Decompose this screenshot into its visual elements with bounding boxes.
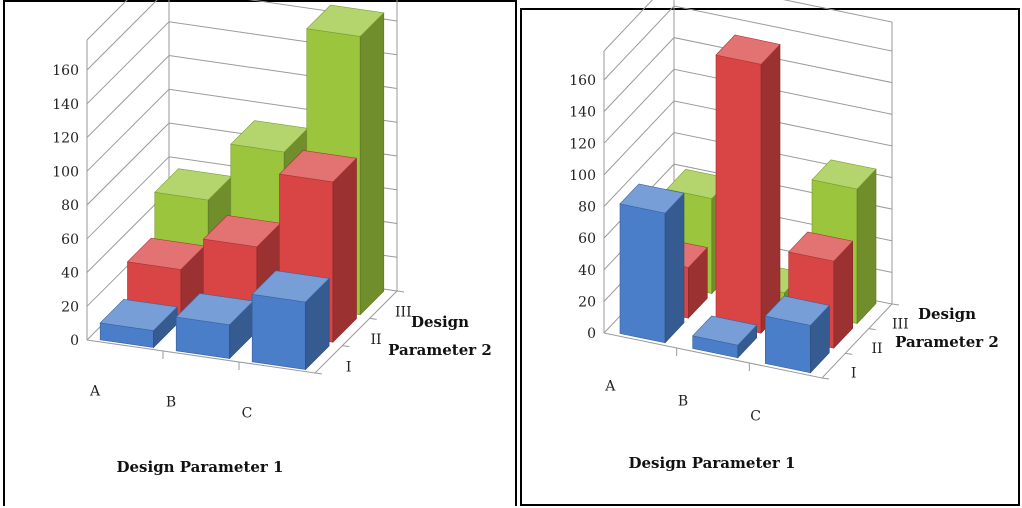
z-tick-mark: [891, 303, 900, 306]
z-axis-title-line2: Parameter 2: [388, 341, 492, 359]
y-tick-label: 40: [578, 263, 596, 279]
y-tick-label: 80: [61, 198, 79, 214]
bar-side-face: [856, 168, 877, 325]
z-tick-mark: [396, 290, 405, 293]
y-tick-label: 80: [578, 200, 596, 216]
bar: [692, 315, 758, 359]
gridline: [86, 0, 398, 71]
bar-front-face: [251, 293, 306, 370]
bar-front-face: [715, 54, 762, 334]
bar-top-face: [788, 231, 854, 262]
z-tick-label: III: [892, 316, 909, 332]
bar-top-face: [811, 159, 877, 190]
z-tick-label: II: [871, 341, 882, 357]
bar-top-face: [619, 183, 685, 214]
bar-front-face: [619, 203, 666, 344]
bar-top-face: [692, 315, 758, 346]
z-tick-mark: [868, 328, 876, 331]
z-tick-label: II: [370, 332, 381, 348]
z-tick-label: I: [851, 366, 857, 382]
bar: [619, 183, 685, 344]
x-tick-label: C: [242, 406, 253, 422]
y-tick-label: 160: [52, 63, 79, 79]
wall-top-edge: [603, 0, 893, 52]
y-tick-label: 20: [578, 294, 596, 310]
z-tick-mark: [845, 352, 853, 355]
z-tick-label: I: [346, 359, 352, 375]
x-tick-label: B: [166, 395, 176, 411]
y-tick-label: 60: [61, 232, 79, 248]
z-tick-mark: [369, 317, 377, 320]
z-tick-mark: [342, 345, 350, 348]
y-tick-label: 100: [52, 164, 79, 180]
bar-top-face: [99, 298, 178, 331]
y-tick-label: 0: [587, 326, 596, 342]
x-axis-title: Design Parameter 1: [629, 454, 796, 472]
y-tick-label: 0: [70, 333, 79, 349]
z-tick-label: III: [395, 305, 412, 321]
z-tick-mark: [314, 372, 323, 375]
bar-top-face: [251, 270, 330, 303]
bar-top-face: [764, 295, 830, 326]
bar-side-face: [664, 192, 685, 344]
y-tick-label: 100: [569, 168, 596, 184]
y-tick-label: 120: [569, 136, 596, 152]
bar-side-face: [359, 12, 385, 316]
x-tick-label: A: [89, 384, 101, 400]
y-tick-label: 140: [52, 97, 79, 113]
chart-panel-left: 0 20 40 60 80 100 120 140 160 A B C I II III Design Pa…: [3, 0, 517, 506]
bar: [764, 295, 830, 374]
z-axis-title-line1: Design: [918, 305, 976, 323]
bar-top-face: [306, 4, 385, 37]
bar-side-face: [332, 157, 357, 343]
z-axis-title-line1: Design: [411, 313, 469, 331]
y-tick-label: 120: [52, 131, 79, 147]
bar-top-face: [278, 150, 358, 183]
y-tick-label: 40: [61, 266, 79, 282]
bar-side-face: [760, 43, 781, 334]
y-tick-label: 20: [61, 299, 79, 315]
x-tick-label: A: [604, 379, 616, 395]
chart-panel-right: 0 20 40 60 80 100 120 140 160 A B C I II III Design Pa…: [520, 0, 1020, 506]
x-tick-label: B: [678, 394, 688, 410]
y-tick-label: 60: [578, 231, 596, 247]
bar: [715, 34, 781, 334]
z-axis-title-line2: Parameter 2: [895, 333, 999, 351]
bar: [99, 298, 178, 349]
bar: [251, 270, 330, 371]
x-tick-label: C: [750, 409, 761, 425]
bar-front-face: [765, 315, 811, 374]
bar-top-face: [715, 34, 781, 65]
wall-top-edge: [86, 0, 128, 41]
y-tick-label: 160: [569, 73, 596, 89]
x-axis-title: Design Parameter 1: [117, 458, 284, 476]
z-tick-mark: [821, 377, 830, 380]
y-tick-label: 140: [569, 105, 596, 121]
